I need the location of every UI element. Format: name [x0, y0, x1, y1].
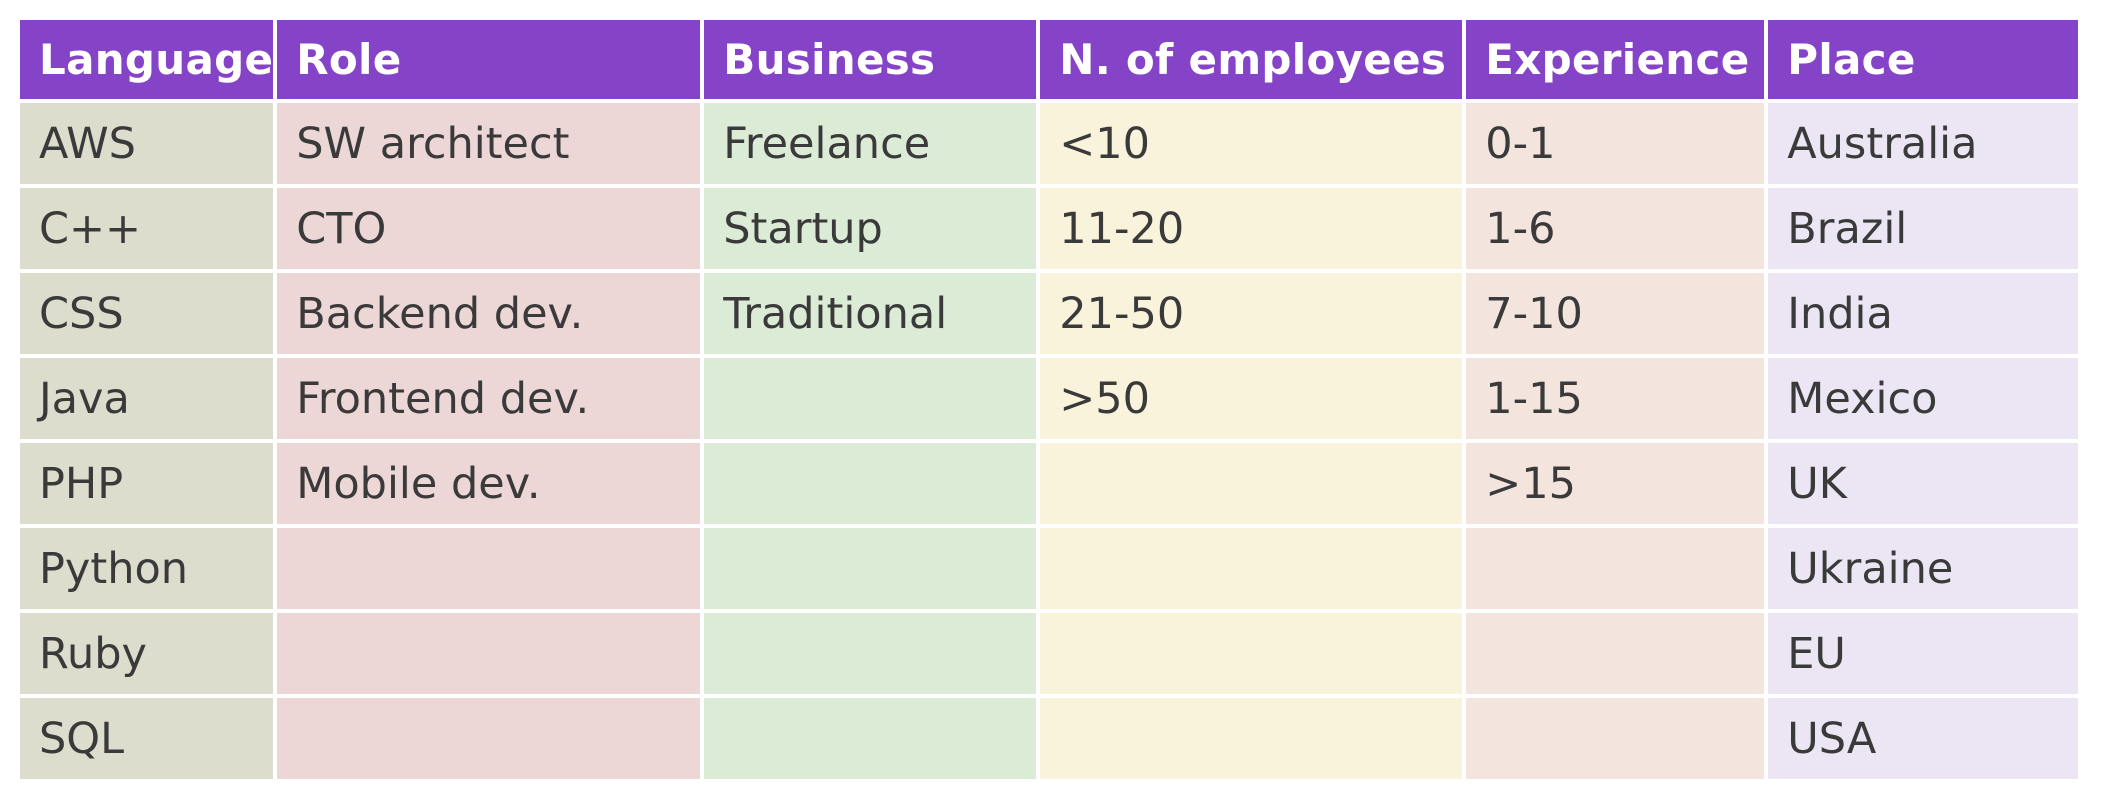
cell-role	[277, 528, 701, 609]
cell-language: Java	[20, 358, 274, 439]
cell-business: Startup	[704, 188, 1037, 269]
cell-employees	[1040, 443, 1463, 524]
table-row: PHP Mobile dev. >15 UK	[20, 443, 2079, 524]
header-experience: Experience	[1466, 20, 1765, 99]
cell-business	[704, 698, 1037, 779]
cell-place: Brazil	[1768, 188, 2079, 269]
cell-experience	[1466, 613, 1765, 694]
cell-role: CTO	[277, 188, 701, 269]
cell-experience: >15	[1466, 443, 1765, 524]
cell-language: C++	[20, 188, 274, 269]
table-row: SQL USA	[20, 698, 2079, 779]
cell-business	[704, 528, 1037, 609]
cell-employees: <10	[1040, 103, 1463, 184]
cell-experience: 7-10	[1466, 273, 1765, 354]
cell-role: Backend dev.	[277, 273, 701, 354]
cell-experience	[1466, 528, 1765, 609]
cell-place: EU	[1768, 613, 2079, 694]
cell-role: SW architect	[277, 103, 701, 184]
header-row: Language Role Business N. of employees E…	[20, 20, 2079, 99]
table-row: CSS Backend dev. Traditional 21-50 7-10 India	[20, 273, 2079, 354]
header-language: Language	[20, 20, 274, 99]
cell-employees	[1040, 613, 1463, 694]
cell-place: USA	[1768, 698, 2079, 779]
cell-experience	[1466, 698, 1765, 779]
categories-table-wrapper: Language Role Business N. of employees E…	[20, 20, 2079, 779]
cell-experience: 1-15	[1466, 358, 1765, 439]
cell-place: UK	[1768, 443, 2079, 524]
cell-employees: >50	[1040, 358, 1463, 439]
cell-language: PHP	[20, 443, 274, 524]
categories-table: Language Role Business N. of employees E…	[16, 16, 2082, 783]
table-body: AWS SW architect Freelance <10 0-1 Australia C…	[20, 103, 2079, 779]
cell-language: CSS	[20, 273, 274, 354]
cell-business	[704, 613, 1037, 694]
cell-business: Traditional	[704, 273, 1037, 354]
cell-employees	[1040, 528, 1463, 609]
cell-language: AWS	[20, 103, 274, 184]
cell-experience: 0-1	[1466, 103, 1765, 184]
header-business: Business	[704, 20, 1037, 99]
cell-role	[277, 613, 701, 694]
cell-role: Mobile dev.	[277, 443, 701, 524]
cell-place: India	[1768, 273, 2079, 354]
cell-employees	[1040, 698, 1463, 779]
cell-language: Ruby	[20, 613, 274, 694]
table-row: Java Frontend dev. >50 1-15 Mexico	[20, 358, 2079, 439]
cell-place: Mexico	[1768, 358, 2079, 439]
table-row: Python Ukraine	[20, 528, 2079, 609]
cell-role: Frontend dev.	[277, 358, 701, 439]
cell-employees: 11-20	[1040, 188, 1463, 269]
cell-business: Freelance	[704, 103, 1037, 184]
cell-experience: 1-6	[1466, 188, 1765, 269]
table-row: C++ CTO Startup 11-20 1-6 Brazil	[20, 188, 2079, 269]
table-row: Ruby EU	[20, 613, 2079, 694]
header-employees: N. of employees	[1040, 20, 1463, 99]
cell-place: Australia	[1768, 103, 2079, 184]
table-row: AWS SW architect Freelance <10 0-1 Australia	[20, 103, 2079, 184]
cell-business	[704, 443, 1037, 524]
header-place: Place	[1768, 20, 2079, 99]
cell-place: Ukraine	[1768, 528, 2079, 609]
cell-employees: 21-50	[1040, 273, 1463, 354]
header-role: Role	[277, 20, 701, 99]
cell-business	[704, 358, 1037, 439]
cell-language: Python	[20, 528, 274, 609]
cell-language: SQL	[20, 698, 274, 779]
cell-role	[277, 698, 701, 779]
